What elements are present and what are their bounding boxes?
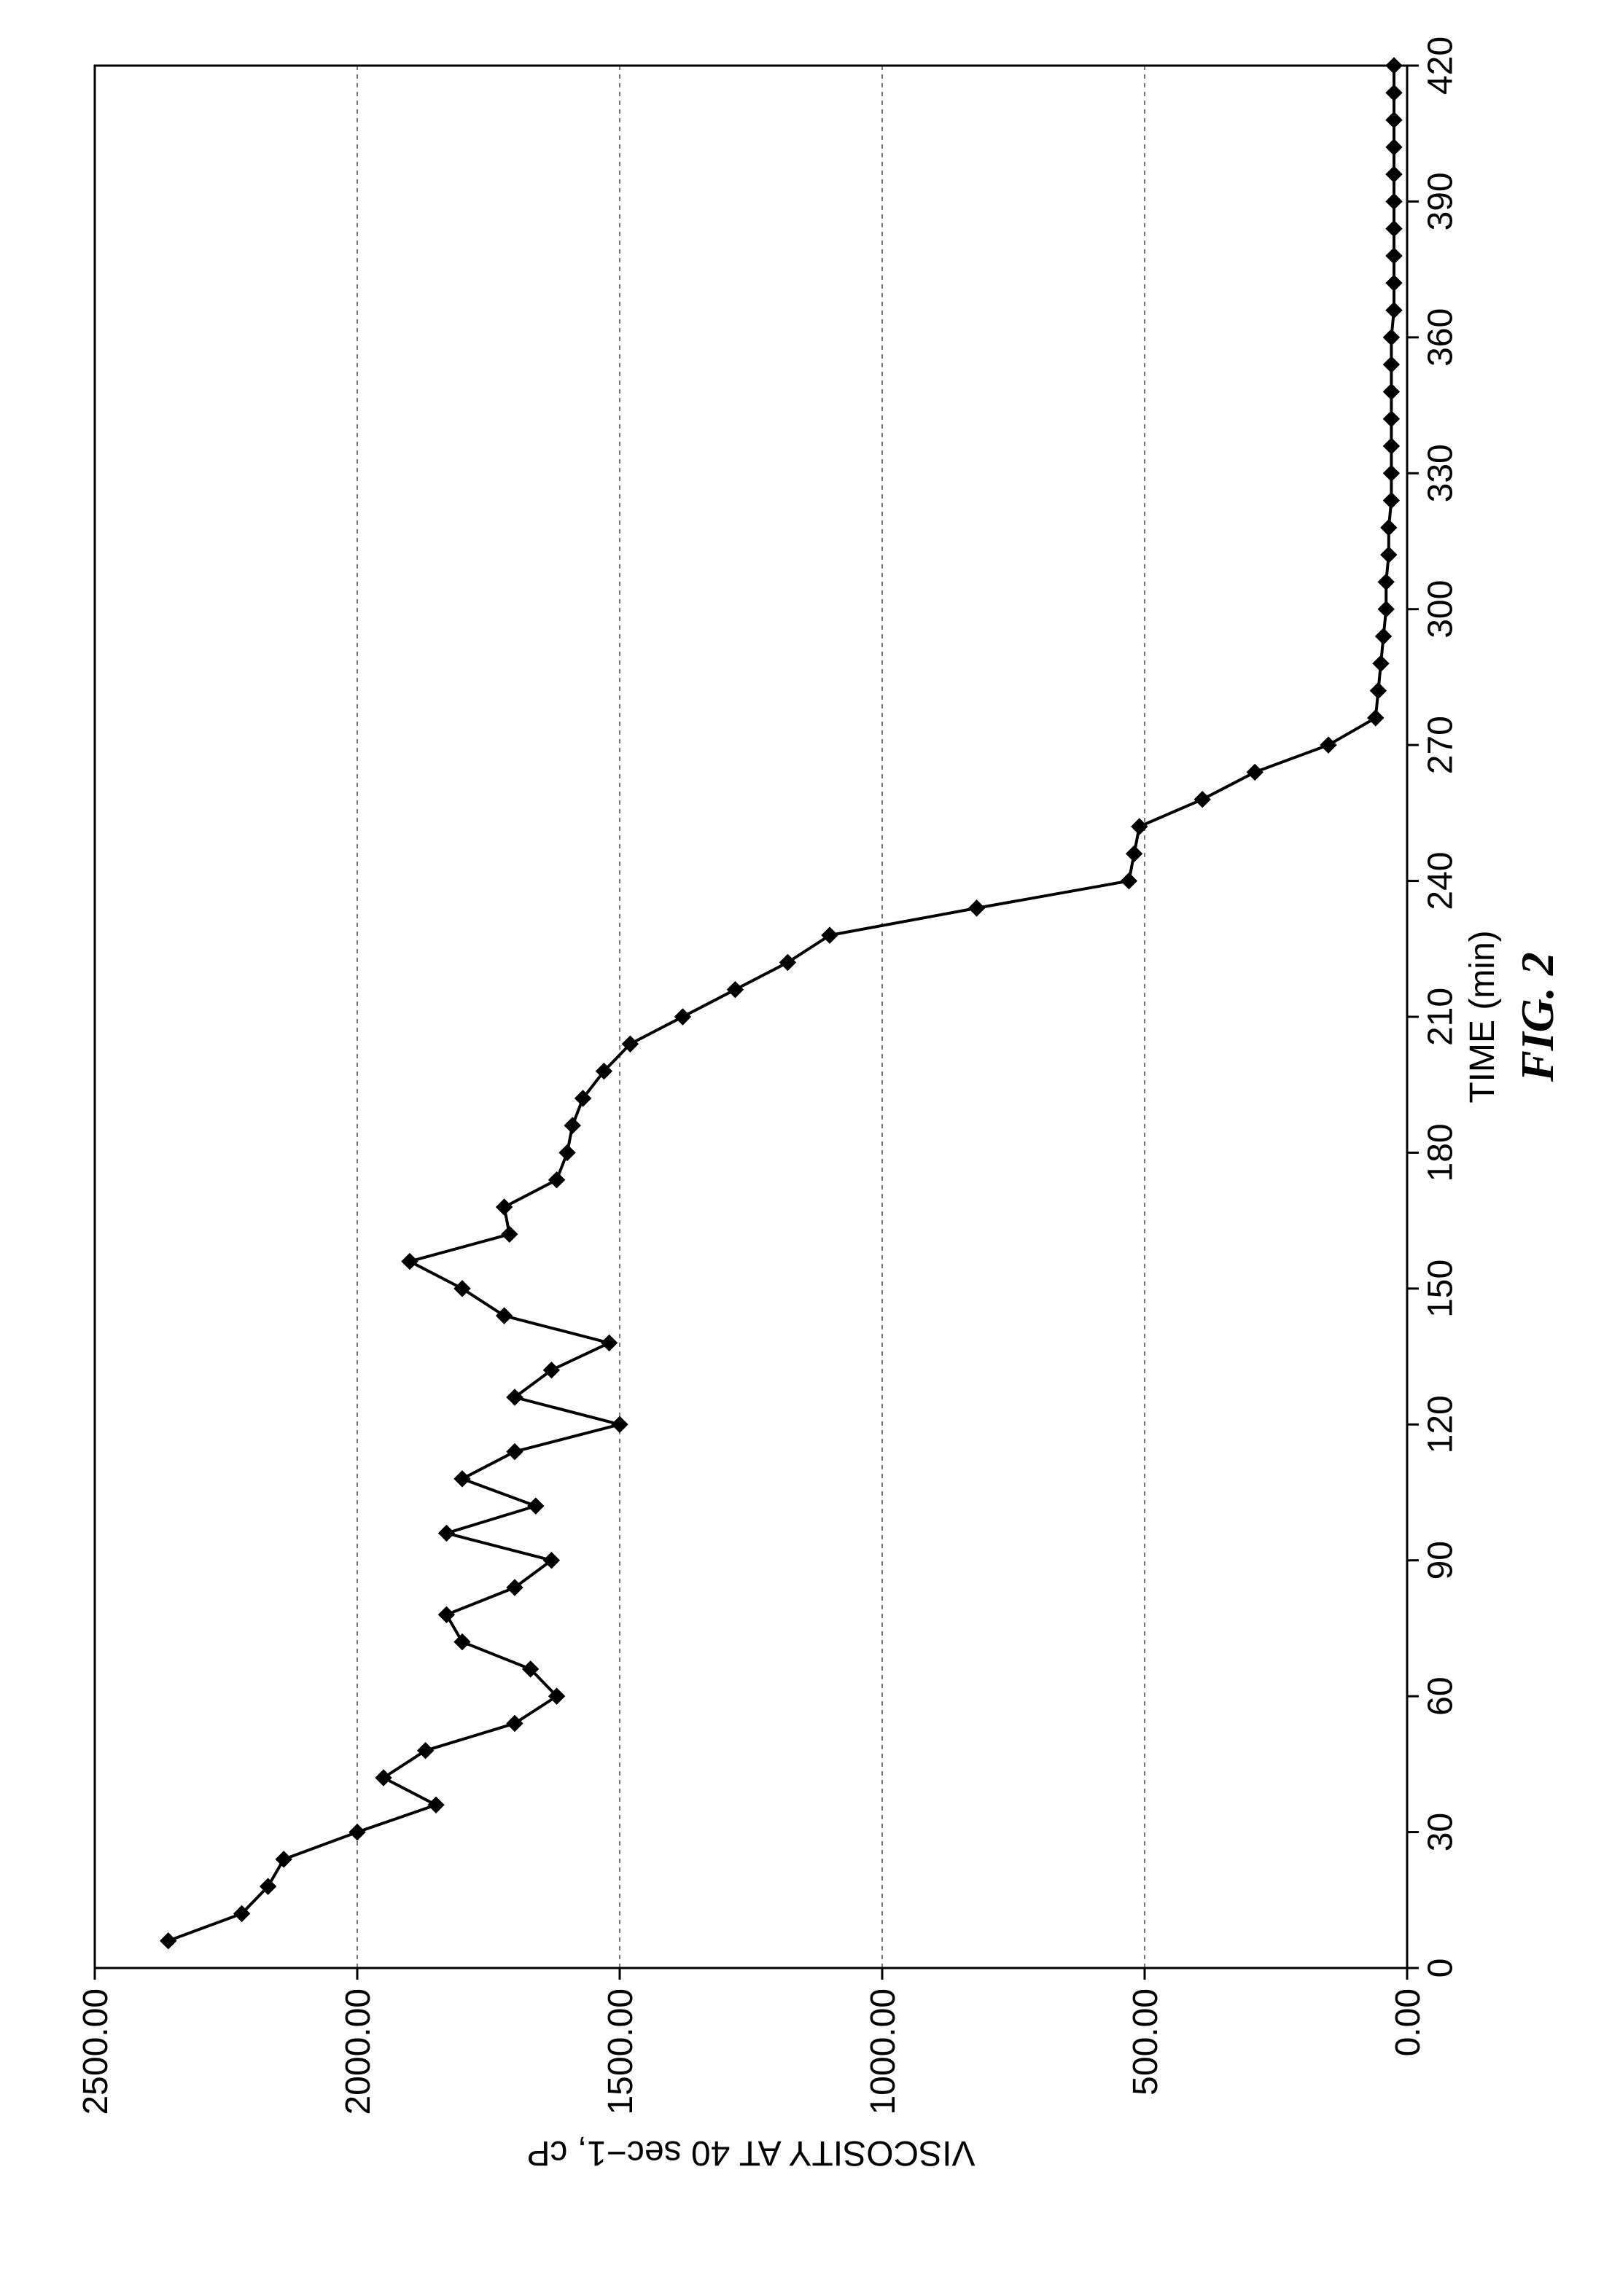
figure-caption: FIG. 2 — [1511, 952, 1563, 1082]
xtick-label: 0 — [1422, 1959, 1460, 1978]
xtick-label: 120 — [1422, 1395, 1460, 1453]
xtick-label: 330 — [1422, 444, 1460, 502]
plot-area — [95, 66, 1407, 1968]
x-axis-label: TIME (min) — [1463, 930, 1502, 1103]
ytick-label: 2500.00 — [77, 1988, 115, 2115]
xtick-label: 210 — [1422, 988, 1460, 1046]
ytick-label: 1000.00 — [864, 1988, 903, 2115]
xtick-label: 60 — [1422, 1676, 1460, 1715]
xtick-label: 240 — [1422, 852, 1460, 910]
xtick-label: 360 — [1422, 308, 1460, 367]
xtick-label: 420 — [1422, 36, 1460, 95]
xtick-label: 270 — [1422, 716, 1460, 774]
xtick-label: 150 — [1422, 1260, 1460, 1318]
ytick-label: 2000.00 — [339, 1988, 378, 2115]
xtick-label: 180 — [1422, 1123, 1460, 1182]
ytick-label: 1500.00 — [601, 1988, 640, 2115]
viscosity-chart: 0 30 60 90 120 150 180 210 240 270 300 330 360 390 420… — [0, 0, 1620, 2296]
ytick-label: 500.00 — [1126, 1988, 1165, 2096]
xtick-label: 90 — [1422, 1541, 1460, 1580]
y-axis-label: VISCOSITY AT 40 sec−1, cP — [527, 2133, 975, 2172]
xtick-label: 30 — [1422, 1813, 1460, 1851]
xtick-label: 300 — [1422, 580, 1460, 639]
ytick-label: 0.00 — [1389, 1988, 1428, 2056]
xtick-label: 390 — [1422, 172, 1460, 230]
